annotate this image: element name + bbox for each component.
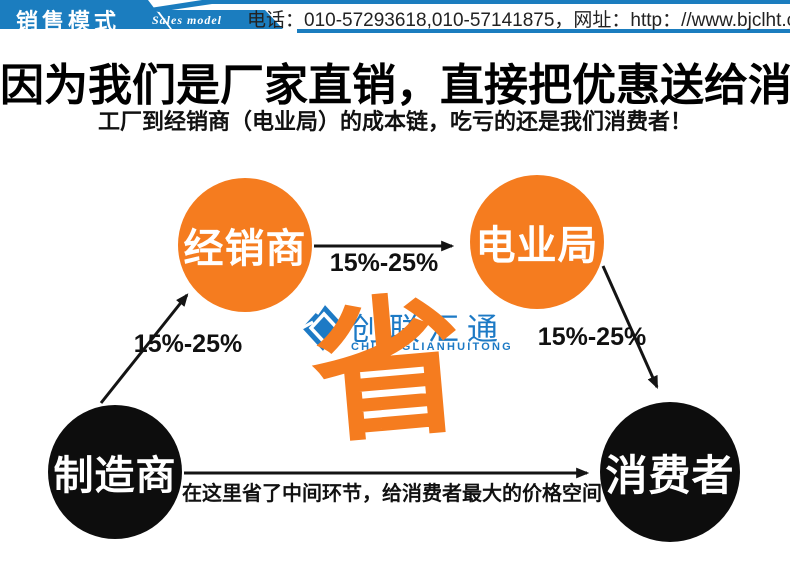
ribbon-title: 销售模式	[16, 9, 121, 34]
node-power-bureau: 电业局	[470, 175, 604, 309]
node-distributor-label: 经销商	[183, 227, 307, 271]
ribbon-block	[0, 0, 170, 29]
ribbon-shapes	[0, 0, 790, 33]
watermark-logo: 创联汇通 CHUANGLIANHUITONG	[301, 303, 511, 357]
node-consumer-label: 消费者	[605, 451, 735, 499]
node-manufacturer: 制造商	[48, 405, 182, 539]
ribbon-top-strip	[150, 0, 790, 12]
ribbon-band	[158, 10, 283, 29]
header-underline	[297, 29, 790, 33]
logo-name-cn: 创联汇通	[350, 312, 506, 347]
edge-label-manufacturer-distributor: 15%-25%	[133, 330, 243, 358]
node-power-bureau-label: 电业局	[475, 224, 599, 268]
edge-label-manufacturer-consumer: 在这里省了中间环节，给消费者最大的价格空间	[182, 483, 602, 505]
header-banner: 销售模式 Sales model 电话：010-57293618,010-571…	[0, 0, 790, 36]
logo-name-en: CHUANGLIANHUITONG	[351, 341, 513, 353]
node-consumer: 消费者	[600, 402, 740, 542]
ribbon-subtitle-en: Sales model	[152, 13, 222, 27]
edge-label-distributor-power: 15%-25%	[329, 249, 439, 277]
arrow-manufacturer-to-distributor	[99, 293, 189, 404]
edge-label-power-consumer: 15%-25%	[537, 323, 647, 351]
node-distributor: 经销商	[178, 178, 312, 312]
page-subtitle: 工厂到经销商（电业局）的成本链，吃亏的还是我们消费者！	[97, 109, 692, 134]
arrow-power-bureau-to-consumer	[601, 265, 659, 389]
node-manufacturer-label: 制造商	[53, 454, 177, 498]
logo-diamond-icon	[301, 303, 347, 353]
contact-info: 电话：010-57293618,010-57141875，网址：http：//w…	[247, 10, 790, 31]
page-title: 因为我们是厂家直销，直接把优惠送给消费者	[0, 61, 790, 110]
